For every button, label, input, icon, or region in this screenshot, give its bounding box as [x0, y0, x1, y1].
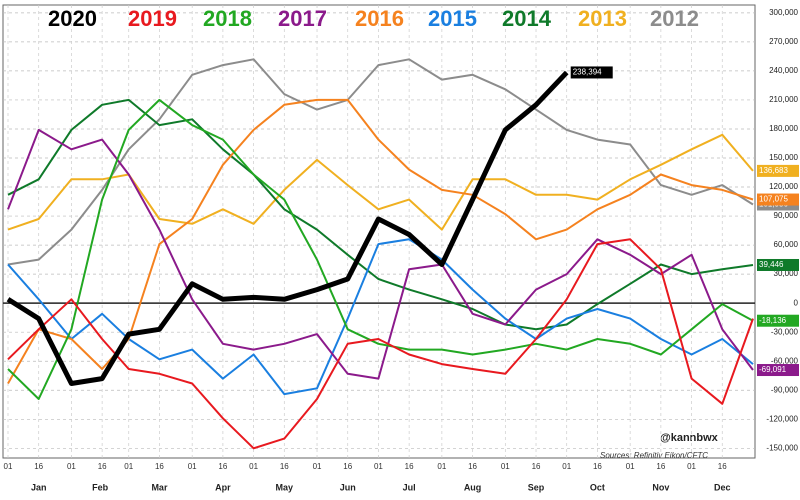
x-tick-label: 01 [437, 462, 446, 471]
end-label: -69,091 [759, 365, 787, 374]
month-label: Dec [714, 482, 731, 492]
x-tick-label: 16 [280, 462, 289, 471]
source-note: Sources: Refinitiv Eikon/CFTC [600, 451, 708, 460]
y-tick-label: 270,000 [769, 37, 798, 46]
x-tick-label: 16 [532, 462, 541, 471]
end-label-box [570, 66, 613, 79]
y-tick-label: 180,000 [769, 124, 798, 133]
month-label: Jul [403, 482, 416, 492]
series-line [6, 70, 569, 386]
y-tick-label: 120,000 [769, 182, 798, 191]
legend-entry: 2016 [355, 6, 404, 31]
legend-entry: 2019 [128, 6, 177, 31]
month-label: Feb [92, 482, 109, 492]
y-tick-label: 240,000 [769, 66, 798, 75]
x-tick-label: 16 [468, 462, 477, 471]
x-tick-label: 01 [687, 462, 696, 471]
month-label: Apr [215, 482, 231, 492]
legend-entry: 2015 [428, 6, 477, 31]
end-label: 39,446 [759, 260, 784, 269]
x-tick-label: 01 [124, 462, 133, 471]
legend-entry: 2012 [650, 6, 699, 31]
series-line [7, 98, 754, 331]
month-label: Mar [151, 482, 168, 492]
month-label: Aug [464, 482, 482, 492]
end-label: -18,136 [759, 316, 787, 325]
x-tick-label: 01 [562, 462, 571, 471]
y-tick-label: 0 [794, 298, 799, 307]
month-label: Nov [652, 482, 669, 492]
x-tick-label: 16 [593, 462, 602, 471]
x-tick-label: 01 [374, 462, 383, 471]
legend-entry: 2017 [278, 6, 327, 31]
x-tick-label: 01 [67, 462, 76, 471]
month-label: May [276, 482, 294, 492]
month-label: Jan [31, 482, 47, 492]
series-line [7, 58, 754, 266]
end-label: 136,683 [759, 166, 788, 175]
handle: @kannbwx [660, 432, 719, 444]
y-tick-label: 300,000 [769, 8, 798, 17]
end-label-box [757, 314, 799, 327]
y-tick-label: -30,000 [771, 327, 799, 336]
legend-entry: 2014 [502, 6, 552, 31]
month-label: Jun [340, 482, 356, 492]
y-tick-label: 150,000 [769, 153, 798, 162]
y-tick-label: -150,000 [766, 443, 798, 452]
y-tick-label: -60,000 [771, 356, 799, 365]
x-tick-label: 01 [313, 462, 322, 471]
y-tick-label: -90,000 [771, 385, 799, 394]
x-tick-label: 16 [98, 462, 107, 471]
x-tick-label: 01 [188, 462, 197, 471]
plot-frame [2, 4, 756, 459]
x-tick-label: 16 [656, 462, 665, 471]
end-label-box [757, 164, 799, 177]
legend-entry: 2020 [48, 6, 97, 31]
month-label: Sep [528, 482, 545, 492]
x-tick-label: 16 [218, 462, 227, 471]
legend-entry: 2018 [203, 6, 252, 31]
x-tick-label: 16 [343, 462, 352, 471]
x-tick-label: 01 [4, 462, 13, 471]
legend-entry: 2013 [578, 6, 627, 31]
series-line [7, 98, 754, 384]
end-label-box [757, 258, 799, 271]
y-tick-label: -120,000 [766, 414, 798, 423]
x-tick-label: 16 [34, 462, 43, 471]
x-tick-label: 16 [718, 462, 727, 471]
end-label: 107,075 [759, 195, 788, 204]
series-line [7, 128, 754, 380]
y-tick-label: 60,000 [774, 240, 799, 249]
month-label: Oct [590, 482, 605, 492]
x-tick-label: 01 [249, 462, 258, 471]
x-tick-label: 01 [501, 462, 510, 471]
series-line [7, 238, 754, 450]
y-tick-label: 30,000 [774, 269, 799, 278]
y-tick-label: 90,000 [774, 211, 799, 220]
end-label-box [757, 364, 799, 377]
x-tick-label: 16 [405, 462, 414, 471]
x-tick-label: 01 [626, 462, 635, 471]
x-tick-label: 16 [155, 462, 164, 471]
y-tick-label: 210,000 [769, 95, 798, 104]
end-label-box [757, 193, 799, 206]
end-label: 238,394 [573, 68, 602, 77]
series-line [7, 98, 754, 400]
